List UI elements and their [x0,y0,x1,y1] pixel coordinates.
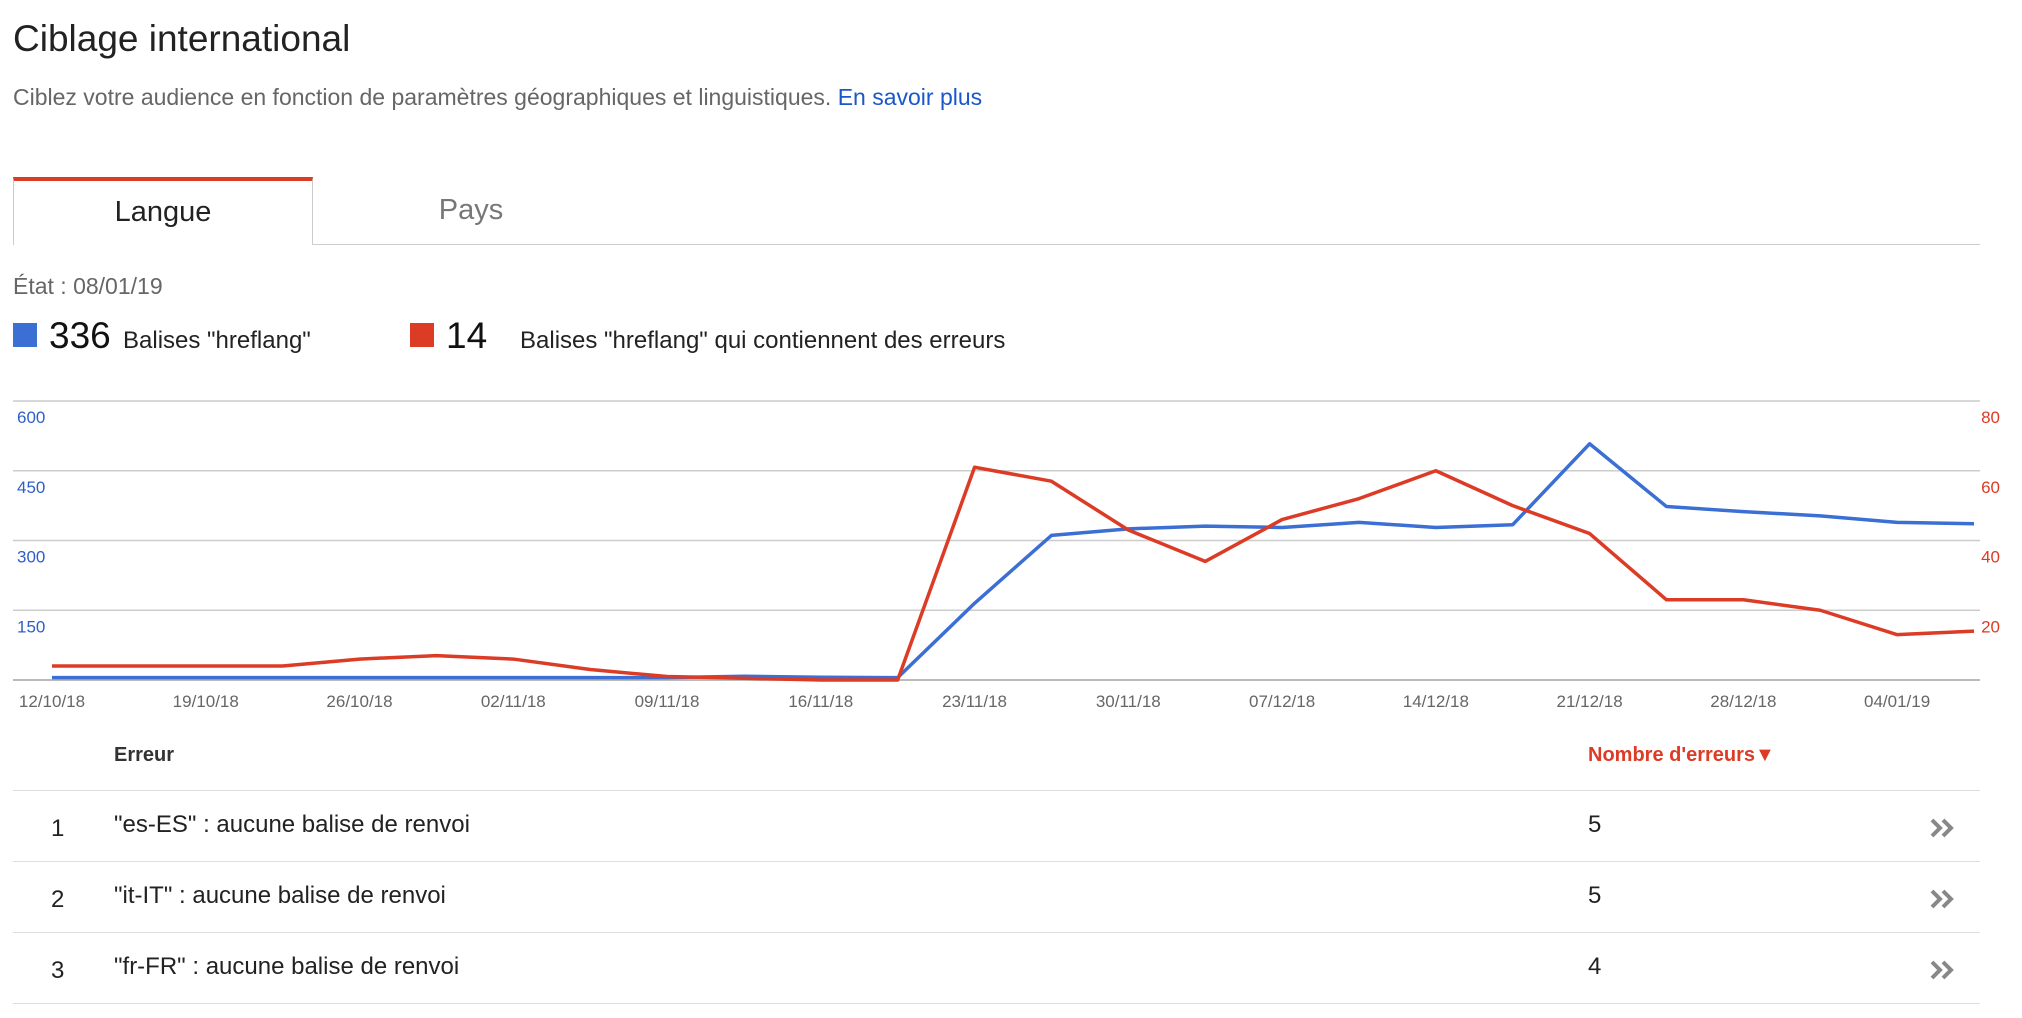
y2-tick-label: 60 [1981,478,2000,497]
learn-more-link[interactable]: En savoir plus [837,84,983,110]
tab-langue[interactable]: Langue [13,177,313,245]
x-tick-label: 30/11/18 [1096,692,1161,711]
y2-tick-label: 80 [1981,408,2000,427]
row-index: 2 [51,886,65,913]
chevron-icon [1930,960,1954,980]
x-tick-label: 16/11/18 [788,692,853,711]
row-open-icon[interactable] [1928,955,1958,985]
row-open-icon[interactable] [1928,884,1958,914]
x-tick-label: 28/12/18 [1710,692,1776,711]
legend-swatch [13,323,37,347]
x-tick-label: 21/12/18 [1557,692,1623,711]
row-open-icon[interactable] [1928,813,1958,843]
error-name: "it-IT" : aucune balise de renvoi [114,882,446,909]
row-index: 3 [51,957,65,984]
error-count: 4 [1588,953,1602,980]
error-count: 5 [1588,882,1602,909]
y2-tick-label: 20 [1981,617,2000,636]
y2-tick-label: 40 [1981,548,2000,567]
x-tick-label: 19/10/18 [173,692,239,711]
x-tick-label: 09/11/18 [635,692,700,711]
column-header: Erreur [114,744,175,766]
y-tick-label: 150 [17,617,45,636]
y-tick-label: 600 [17,408,45,427]
tab-divider [13,244,1980,245]
error-count: 5 [1588,811,1602,838]
row-divider [13,790,1980,791]
row-index: 1 [51,815,65,842]
subtitle-text: Ciblez votre audience en fonction de par… [13,84,832,110]
x-tick-label: 07/12/18 [1249,692,1315,711]
x-tick-label: 12/10/18 [19,692,85,711]
tab-pays[interactable]: Pays [438,194,504,226]
y-tick-label: 300 [17,548,45,567]
legend-value: 336 [49,315,111,356]
x-tick-label: 23/11/18 [942,692,1007,711]
chart: 150 300 450 600 20 40 60 80 12/10/18 19/10/18 26/1… [13,400,2000,711]
chevron-icon [1930,889,1954,909]
series-line [52,465,1975,682]
error-table: Erreur Nombre d'erreurs▼ 1 "es-ES" : aucune… [13,740,1980,1018]
y-tick-label: 450 [17,478,45,497]
series-line [52,442,1975,680]
status-date: État : 08/01/19 [13,273,163,299]
row-divider [13,1003,1980,1004]
legend-swatch [410,323,434,347]
x-tick-label: 04/01/19 [1864,692,1930,711]
row-divider [13,932,1980,933]
legend-label: Balises "hreflang" [123,327,311,354]
column-header-sort[interactable]: Nombre d'erreurs▼ [1588,744,1775,766]
error-name: "fr-FR" : aucune balise de renvoi [114,953,460,980]
x-tick-label: 26/10/18 [326,692,392,711]
subtitle: Ciblez votre audience en fonction de par… [13,84,982,111]
row-divider [13,861,1980,862]
chevron-icon [1930,818,1954,838]
legend-value: 14 [446,315,488,356]
page-title: Ciblage international [13,18,351,59]
x-tick-label: 14/12/18 [1403,692,1469,711]
x-tick-label: 02/11/18 [481,692,546,711]
legend-label: Balises "hreflang" qui contiennent des e… [520,327,1006,354]
error-name: "es-ES" : aucune balise de renvoi [114,811,470,838]
